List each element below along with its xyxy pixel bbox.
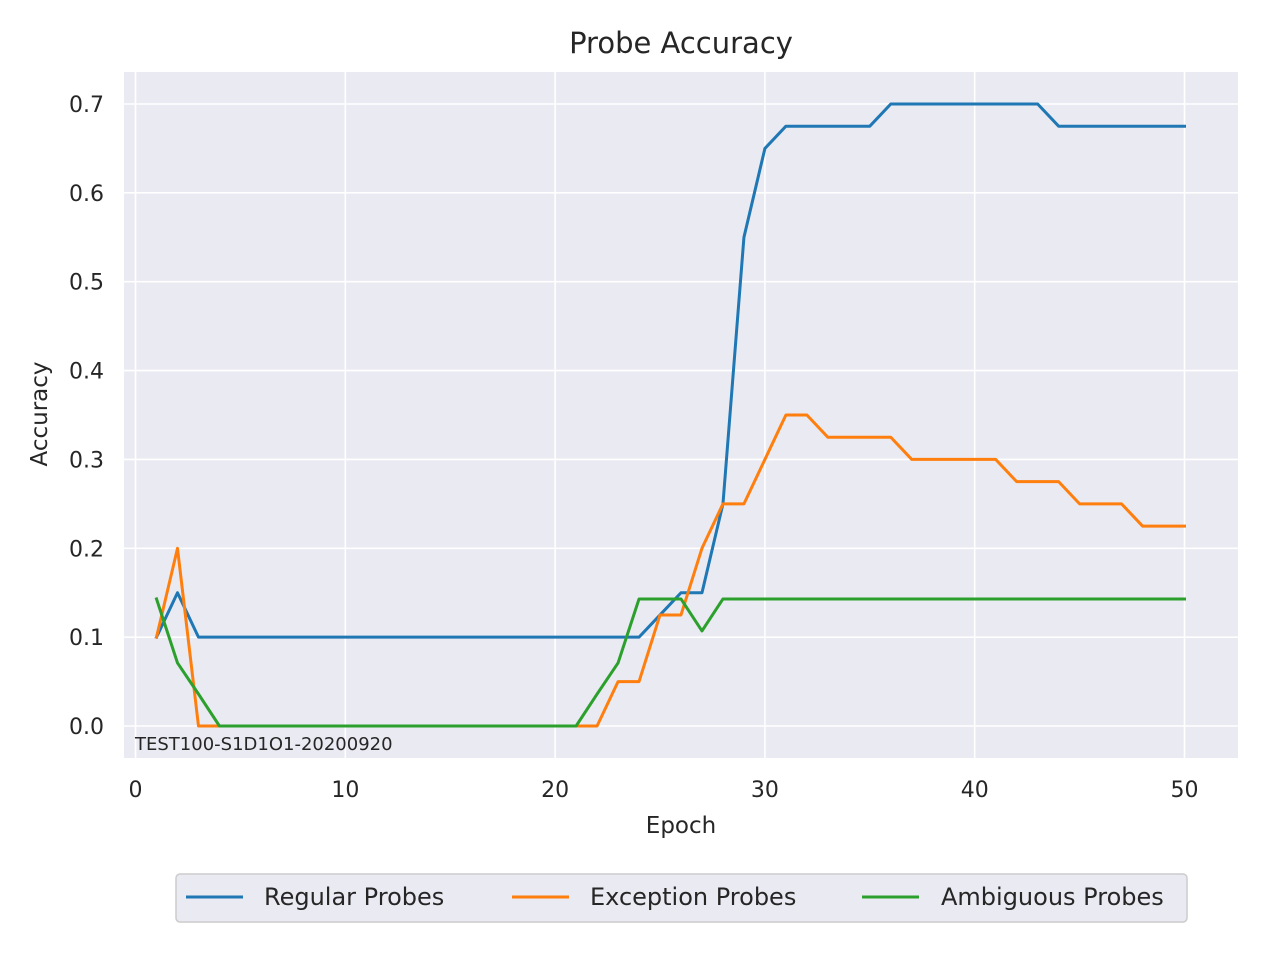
x-tick-label: 20 [541,778,569,803]
plot-area [124,72,1238,758]
x-tick-label: 0 [129,778,143,803]
x-tick-label: 30 [751,778,779,803]
x-tick-label: 10 [331,778,359,803]
y-tick-labels: 0.0 0.1 0.2 0.3 0.4 0.5 0.6 0.7 [69,93,104,740]
run-id-annotation: TEST100-S1D1O1-20200920 [134,734,393,755]
legend-label-ambiguous: Ambiguous Probes [941,883,1164,911]
legend-box [175,873,1188,923]
legend: Regular Probes Exception Probes Ambiguou… [175,873,1188,923]
legend-label-exception: Exception Probes [590,883,796,911]
y-tick-label: 0.7 [69,93,104,118]
legend-label-regular: Regular Probes [264,883,444,911]
y-tick-label: 0.0 [69,715,104,740]
y-tick-label: 0.1 [69,626,104,651]
y-tick-label: 0.5 [69,271,104,296]
chart-title: Probe Accuracy [569,26,793,60]
y-tick-label: 0.3 [69,448,104,473]
y-tick-label: 0.6 [69,182,104,207]
y-axis-label: Accuracy [27,361,53,466]
y-tick-label: 0.4 [69,360,104,385]
x-axis-label: Epoch [646,813,716,839]
series-lines [154,102,1186,728]
ambiguous-probes-line [154,597,1186,728]
y-tick-label: 0.2 [69,537,104,562]
x-tick-label: 40 [961,778,989,803]
x-tick-labels: 0 10 20 30 40 50 [129,778,1199,803]
x-tick-label: 50 [1171,778,1199,803]
regular-probes-line [154,102,1186,640]
